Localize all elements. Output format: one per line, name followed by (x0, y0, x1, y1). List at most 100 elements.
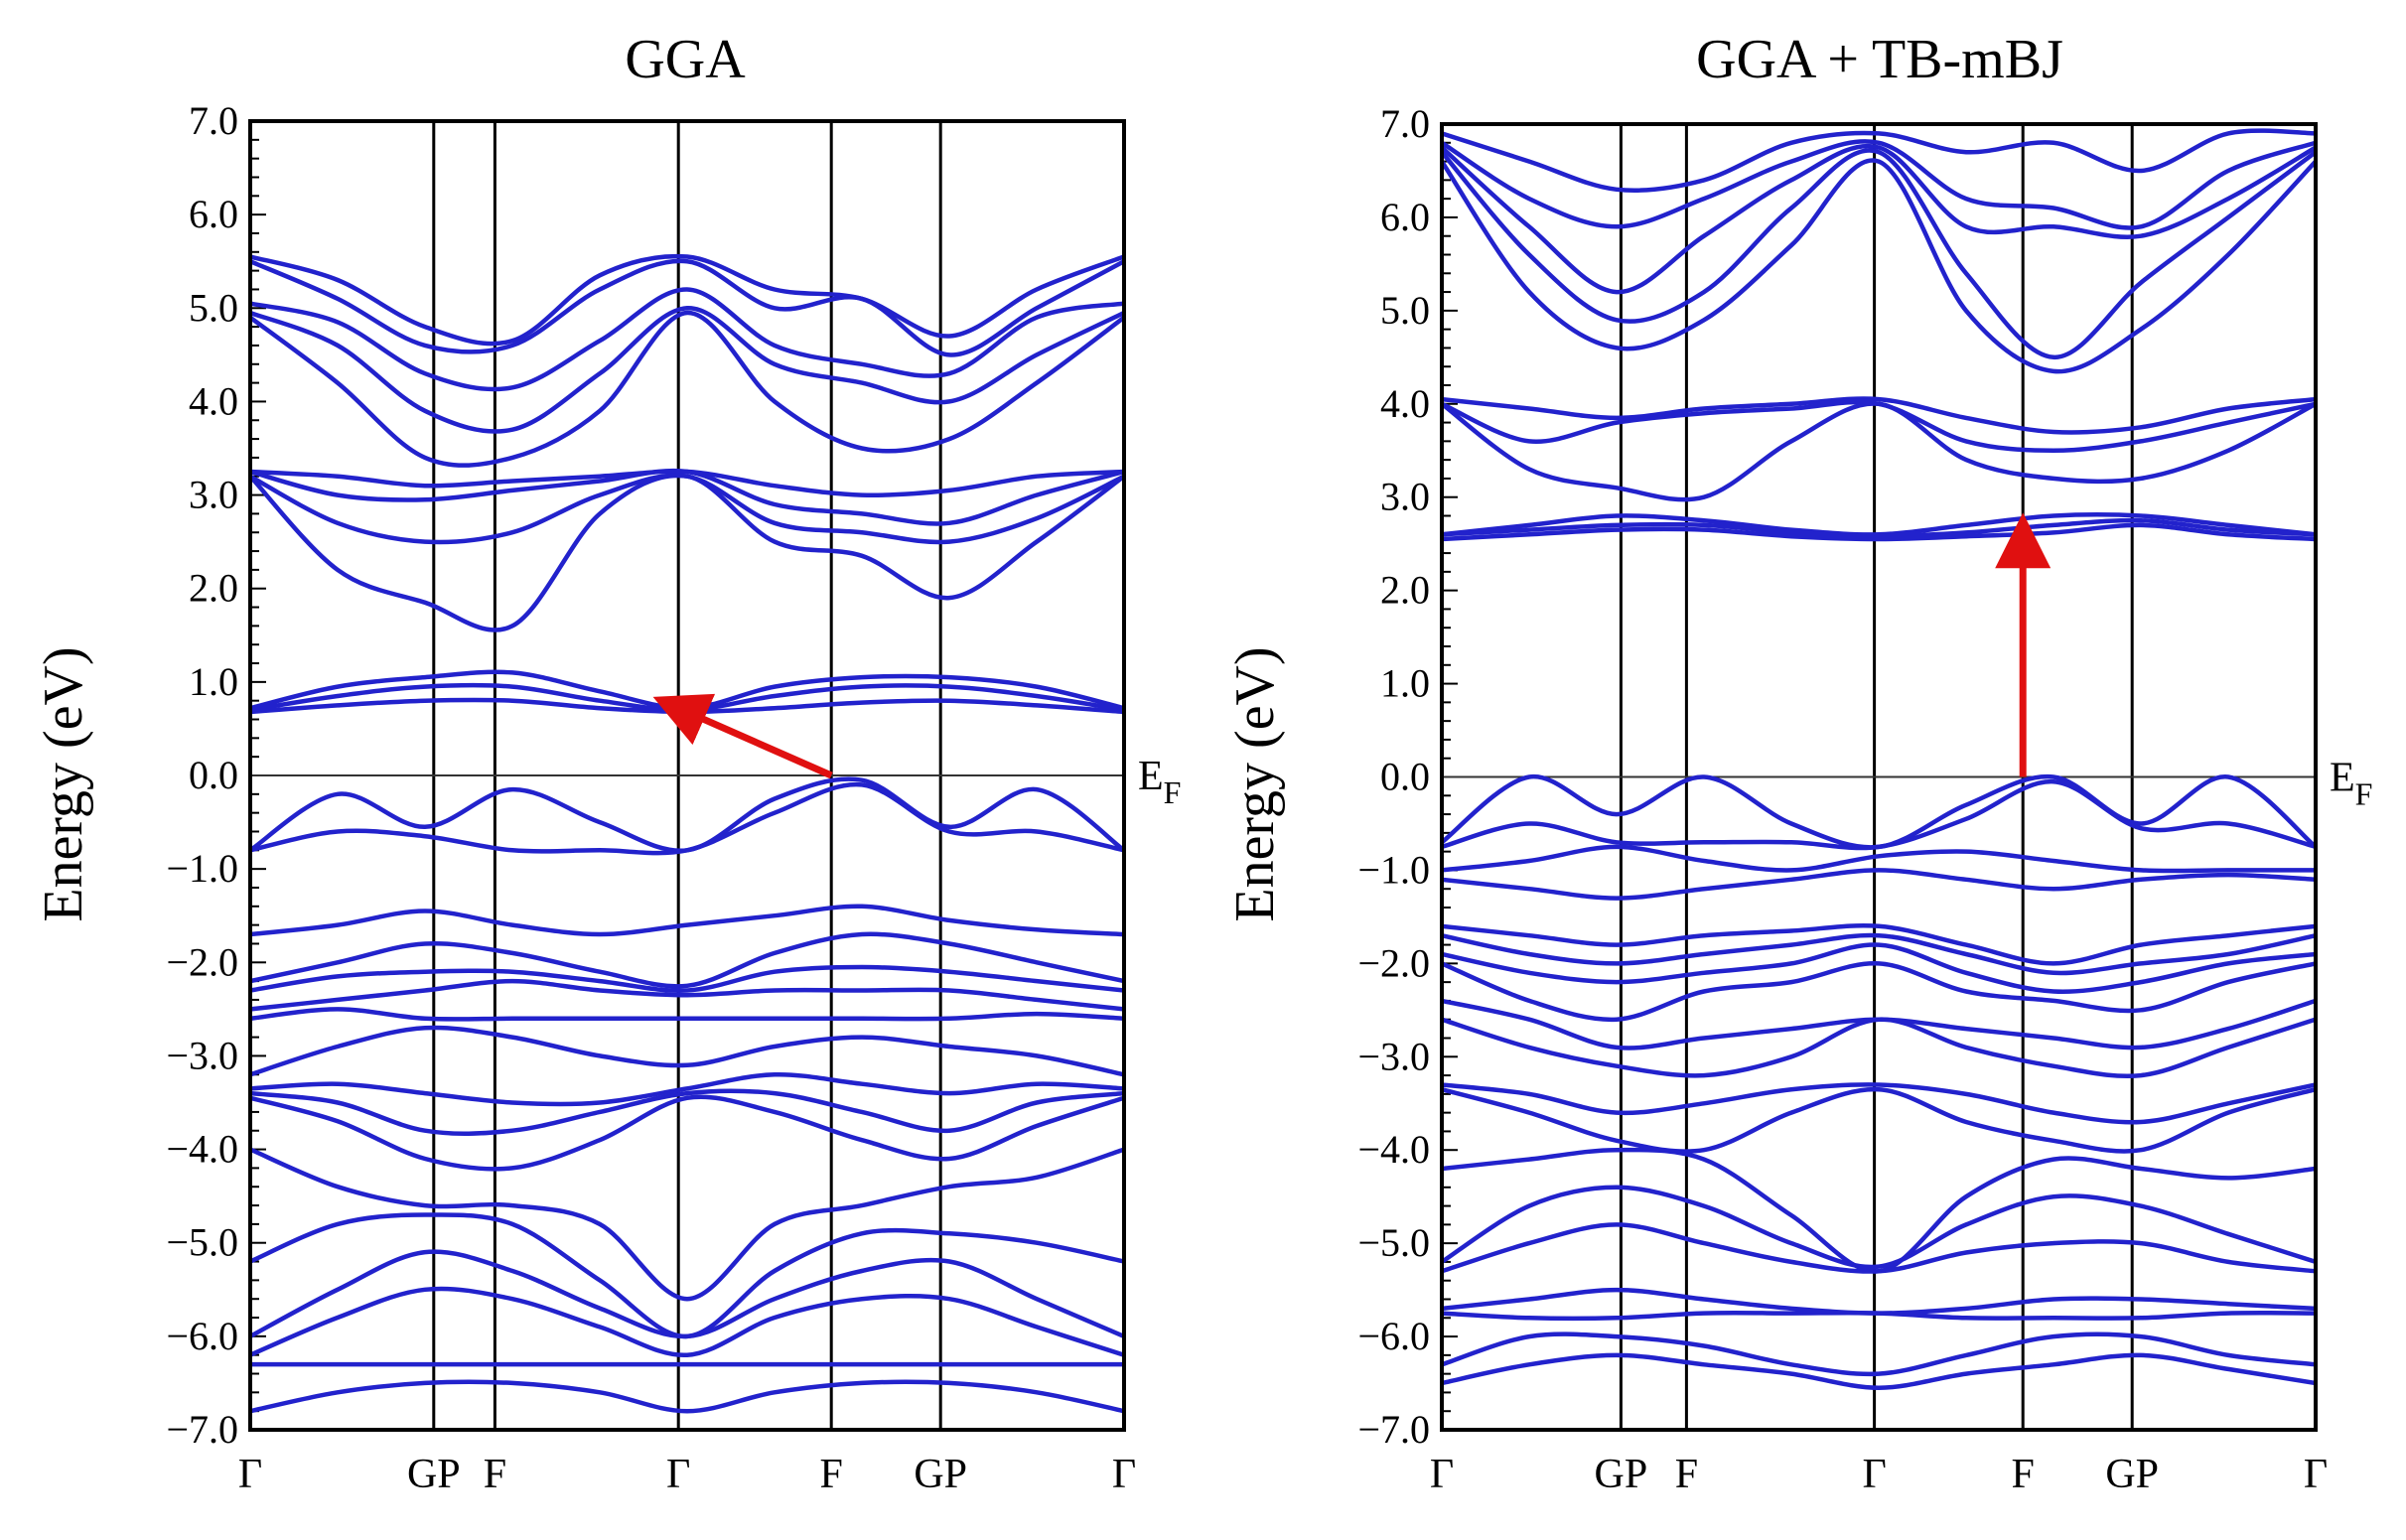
y-tick-label: −5.0 (1357, 1220, 1430, 1265)
y-tick-label: 6.0 (189, 192, 238, 236)
band-line-band-27 (250, 1286, 1124, 1357)
y-tick-label: −6.0 (166, 1314, 238, 1358)
y-tick-label: −6.0 (1357, 1314, 1430, 1358)
y-tick-label: −3.0 (166, 1033, 238, 1077)
kpoint-label: GP (1595, 1452, 1648, 1497)
band-line-band-5 (250, 310, 1124, 468)
band-line-band-21 (250, 1072, 1124, 1107)
band-line-band-3 (250, 287, 1124, 392)
y-tick-label: −7.0 (166, 1407, 238, 1452)
y-tick-label: 6.0 (1380, 195, 1430, 239)
plot-frame (248, 119, 1126, 1432)
band-line-band-15 (250, 904, 1124, 937)
y-tick-label: 5.0 (189, 285, 238, 330)
band-line-band-18 (250, 978, 1124, 1012)
y-tick-label: −5.0 (166, 1220, 238, 1265)
y-tick-label: −4.0 (166, 1127, 238, 1172)
band-line-band-18 (1442, 942, 2316, 995)
y-tick-label: 5.0 (1380, 288, 1430, 333)
y-tick-label: −1.0 (1357, 847, 1430, 892)
band-line-band-13 (1442, 778, 2316, 851)
y-tick-label: 3.0 (1380, 475, 1430, 519)
y-tick-label: 1.0 (189, 659, 238, 704)
y-tick-label: 4.0 (189, 378, 238, 423)
y-axis-label: Energy (eV) (1224, 646, 1286, 921)
kpoint-label: F (2012, 1452, 2035, 1497)
band-line-band-25 (1442, 1185, 2316, 1270)
band-line-band-26 (1442, 1222, 2316, 1274)
band-line-band-1 (250, 253, 1124, 347)
band-line-band-29 (250, 1379, 1124, 1414)
y-tick-label: 3.0 (189, 473, 238, 517)
y-axis-label: Energy (eV) (33, 646, 94, 921)
y-tick-label: 0.0 (1380, 755, 1430, 799)
kpoint-label: Γ (1862, 1452, 1886, 1497)
band-line-band-28 (1442, 1310, 2316, 1322)
y-tick-label: 7.0 (189, 98, 238, 143)
band-line-band-3 (1442, 143, 2316, 295)
band-line-band-11 (1442, 522, 2316, 542)
kpoint-label: Γ (666, 1452, 690, 1497)
kpoint-label: F (484, 1452, 506, 1497)
plot-area: 7.0 6.0 5.0 4.0 3.0 2.0 1.0 0.0 −1.0 −2.0 −3.0 −4.0… (166, 98, 1181, 1497)
y-tick-label: −4.0 (1357, 1127, 1430, 1172)
band-line-band-1 (1442, 128, 2316, 194)
band-line-band-29 (1442, 1331, 2316, 1377)
band-line-band-4 (250, 306, 1124, 434)
band-line-band-4 (1442, 148, 2316, 360)
band-line-band-27 (1442, 1287, 2316, 1316)
y-tick-label: 2.0 (189, 566, 238, 611)
band-line-band-6 (1442, 396, 2316, 435)
band-line-band-23 (1442, 1086, 2316, 1154)
panel-title: GGA (625, 29, 746, 90)
band-line-band-20 (250, 1025, 1124, 1077)
band-line-band-13 (250, 776, 1124, 853)
kpoint-label: F (820, 1452, 843, 1497)
kpoint-label: GP (2105, 1452, 2159, 1497)
fermi-label: EF (2330, 756, 2372, 812)
band-line-band-12 (1442, 773, 2316, 850)
y-tick-label: 0.0 (189, 753, 238, 797)
band-line-band-19 (250, 1007, 1124, 1022)
kpoint-label: GP (914, 1452, 967, 1497)
band-line-band-9 (250, 473, 1124, 632)
kpoint-label: Γ (1430, 1452, 1454, 1497)
band-line-band-22 (1442, 1082, 2316, 1125)
y-tick-label: −1.0 (166, 846, 238, 891)
band-gap-arrow (652, 693, 833, 779)
band-line-band-10 (1442, 517, 2316, 539)
band-line-band-2 (1442, 139, 2316, 230)
band-line-band-17 (250, 964, 1124, 993)
band-line-band-21 (1442, 1017, 2316, 1079)
y-tick-label: 4.0 (1380, 381, 1430, 426)
band-line-band-24 (250, 1147, 1124, 1302)
y-tick-label: −2.0 (1357, 940, 1430, 985)
band-line-band-2 (250, 258, 1124, 357)
band-line-band-20 (1442, 998, 2316, 1050)
fermi-label: EF (1138, 754, 1181, 810)
y-tick-label: −2.0 (166, 939, 238, 984)
band-line-band-14 (1442, 844, 2316, 874)
kpoint-label: F (1675, 1452, 1698, 1497)
band-line-band-15 (1442, 868, 2316, 901)
band-line-band-5 (1442, 158, 2316, 374)
y-tick-label: 7.0 (1380, 101, 1430, 146)
kpoint-label: Γ (2304, 1452, 2328, 1497)
band-line-band-14 (250, 781, 1124, 856)
y-tick-label: 2.0 (1380, 568, 1430, 613)
band-line-band-23 (250, 1094, 1124, 1172)
panel-title: GGA + TB-mBJ (1696, 29, 2063, 90)
band-line-band-19 (1442, 961, 2316, 1023)
band-line-band-16 (250, 931, 1124, 989)
kpoint-label: Γ (238, 1452, 262, 1497)
plot-frame (1440, 122, 2318, 1432)
panel-gga-tb-mbj: GGA + TB-mBJ Energy (eV) 7.0 6.0 5.0 4.0 3.0… (1224, 29, 2372, 1497)
y-tick-label: 1.0 (1380, 661, 1430, 706)
kpoint-label: GP (407, 1452, 461, 1497)
band-line-band-26 (250, 1249, 1124, 1339)
band-line-band-7 (250, 468, 1124, 526)
band-line-band-17 (1442, 932, 2316, 976)
y-tick-label: −7.0 (1357, 1407, 1430, 1452)
panel-gga: GGA Energy (eV) 7.0 6.0 5.0 4.0 3.0 2.0 1.0 0.0… (33, 29, 1181, 1497)
